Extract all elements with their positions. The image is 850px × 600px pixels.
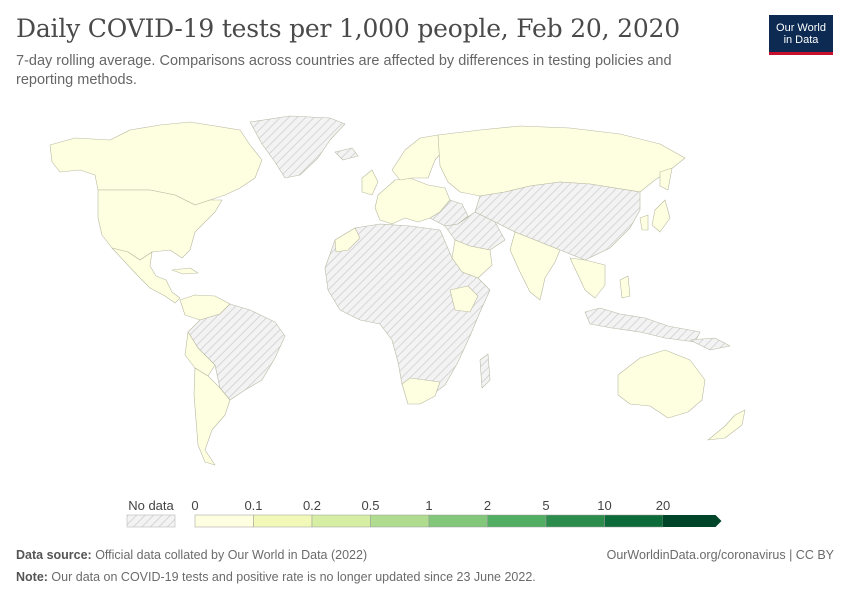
legend-tick-labels: 0 0.1 0.2 0.5 1 2 5 10 20 (191, 498, 670, 513)
legend-bin-0[interactable] (194, 514, 254, 528)
legend-tick-0: 0 (191, 498, 198, 513)
legend-bin-7[interactable] (604, 514, 664, 528)
legend-color-bins (194, 514, 722, 528)
indonesia[interactable] (584, 307, 701, 343)
source-url[interactable]: OurWorldinData.org/coronavirus | CC BY (606, 548, 834, 562)
india[interactable] (509, 231, 561, 301)
africa[interactable] (324, 223, 491, 403)
chile-argentina[interactable] (193, 367, 231, 466)
morocco[interactable] (334, 227, 361, 253)
legend-tick-8: 20 (656, 498, 670, 513)
new-zealand[interactable] (707, 409, 746, 441)
legend-bin-2[interactable] (311, 514, 371, 528)
legend-tick-2: 0.2 (303, 498, 321, 513)
legend-tick-6: 5 (542, 498, 549, 513)
note-line: Note: Our data on COVID-19 tests and pos… (16, 570, 536, 584)
chart-subtitle: 7-day rolling average. Comparisons acros… (16, 53, 672, 88)
mexico[interactable] (111, 247, 181, 304)
legend-tick-3: 0.5 (361, 498, 379, 513)
kamchatka[interactable] (659, 167, 673, 191)
papua-new-guinea[interactable] (689, 337, 731, 351)
ethiopia[interactable] (449, 285, 479, 313)
south-africa[interactable] (401, 377, 441, 405)
legend-bin-5[interactable] (487, 514, 547, 528)
iceland[interactable] (334, 147, 359, 161)
legend-no-data-label: No data (128, 498, 174, 513)
southeast-asia[interactable] (569, 257, 606, 299)
world-map[interactable] (0, 100, 850, 480)
note-text: Our data on COVID-19 tests and positive … (47, 570, 536, 584)
central-asia-china[interactable] (474, 181, 641, 261)
legend-tick-1: 0.1 (244, 498, 262, 513)
madagascar[interactable] (479, 353, 491, 389)
logo-line-2: in Data (783, 33, 819, 46)
legend-no-data-swatch (126, 514, 176, 528)
legend-bin-3[interactable] (370, 514, 430, 528)
greenland[interactable] (249, 115, 346, 179)
legend-bin-8[interactable] (663, 515, 722, 527)
source-text: Official data collated by Our World in D… (91, 548, 368, 562)
owid-logo[interactable]: Our World in Data (769, 15, 833, 55)
south-korea[interactable] (639, 214, 649, 231)
philippines[interactable] (619, 275, 631, 299)
canada[interactable] (49, 121, 263, 206)
legend-bin-6[interactable] (545, 514, 605, 528)
map-legend: No data 0 0.1 0.2 0.5 1 2 5 10 20 (126, 498, 722, 528)
cuba[interactable] (171, 267, 199, 275)
legend-bin-4[interactable] (428, 514, 488, 528)
united-kingdom[interactable] (361, 169, 379, 196)
legend-tick-4: 1 (425, 498, 432, 513)
legend-tick-5: 2 (484, 498, 491, 513)
source-line: Data source: Official data collated by O… (16, 548, 367, 562)
note-label: Note: (16, 570, 48, 584)
chart-title: Daily COVID-19 tests per 1,000 people, F… (16, 14, 680, 43)
legend-tick-7: 10 (597, 498, 611, 513)
japan[interactable] (651, 199, 671, 233)
australia[interactable] (617, 349, 706, 419)
legend-bin-1[interactable] (253, 514, 313, 528)
logo-line-1: Our World (776, 21, 826, 34)
source-label: Data source: (16, 548, 92, 562)
